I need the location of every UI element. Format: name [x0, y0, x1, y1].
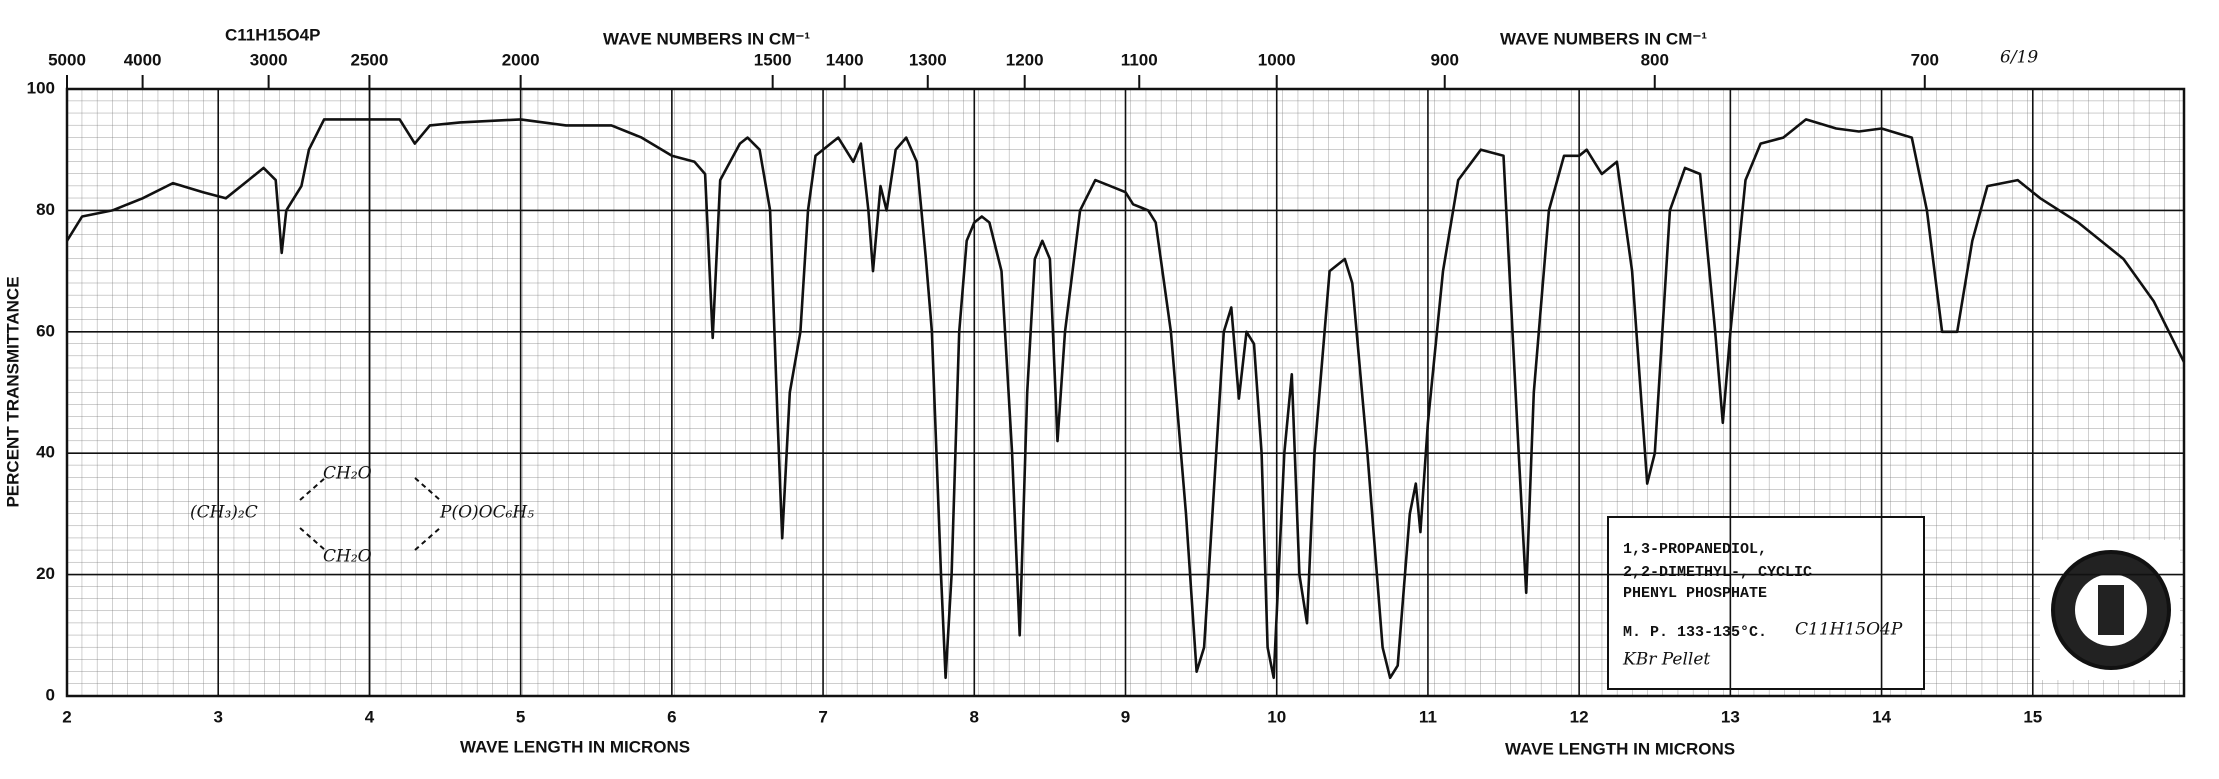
- top-tick-label: 4000: [124, 50, 162, 69]
- top-tick-label: 1200: [1006, 50, 1044, 69]
- top-tick-label: 2000: [502, 50, 540, 69]
- spectrum-line: [65, 118, 2186, 680]
- top-tick-label: 1500: [754, 50, 792, 69]
- x-tick-label: 15: [2023, 707, 2042, 726]
- structure: (CH₃)₂C CH₂O CH₂O P(O)OC₆H₅: [190, 464, 534, 567]
- top-tick-label: 2500: [351, 50, 389, 69]
- y-tick-label: 60: [36, 321, 55, 340]
- y-tick-label: 20: [36, 564, 55, 583]
- x-tick-label: 8: [970, 707, 979, 726]
- x-tick-label: 12: [1570, 707, 1589, 726]
- y-tick-label: 100: [27, 78, 55, 97]
- top-tick-label: 1100: [1121, 50, 1158, 69]
- x-axis-title: WAVE LENGTH IN MICRONS: [460, 737, 690, 756]
- logo-mark: [2098, 585, 2124, 635]
- sample: KBr Pellet: [1622, 650, 1710, 670]
- structure-text: P(O)OC₆H₅: [439, 503, 534, 523]
- structure-text: CH₂O: [323, 547, 372, 567]
- x-axis-title: WAVE LENGTH IN MICRONS: [1505, 739, 1735, 758]
- top-tick-label: 1000: [1258, 50, 1296, 69]
- x-tick-label: 3: [213, 707, 222, 726]
- plot-frame: [65, 87, 2186, 698]
- x-tick-label: 4: [365, 707, 375, 726]
- compound-name: PHENYL PHOSPHATE: [1623, 585, 1767, 602]
- structure-text: CH₂O: [323, 464, 372, 484]
- structure-text: (CH₃)₂C: [190, 503, 258, 523]
- formula-top: C11H15O4P: [225, 25, 320, 44]
- top-tick-label: 1300: [909, 50, 947, 69]
- x-tick-label: 7: [818, 707, 827, 726]
- x-tick-label: 11: [1419, 707, 1437, 726]
- x-tick-label: 10: [1267, 707, 1286, 726]
- formula-handwritten: C11H15O4P: [1795, 620, 1903, 640]
- top-axis-title: WAVE NUMBERS IN CM⁻¹: [1500, 29, 1707, 48]
- y-tick-label: 80: [36, 200, 55, 219]
- compound-name: 1,3-PROPANEDIOL,: [1623, 541, 1767, 558]
- x-tick-label: 13: [1721, 707, 1740, 726]
- top-tick-label: 5000: [48, 50, 86, 69]
- label-box: [1607, 516, 1925, 690]
- top-axis-title: WAVE NUMBERS IN CM⁻¹: [603, 29, 810, 48]
- top-tick-label: 800: [1641, 50, 1669, 69]
- melting-point: M. P. 133-135°C.: [1623, 624, 1767, 641]
- x-tick-label: 9: [1121, 707, 1130, 726]
- x-tick-label: 14: [1872, 707, 1891, 726]
- x-tick-label: 6: [667, 707, 676, 726]
- top-tick-label: 900: [1431, 50, 1459, 69]
- compound-name: 2,2-DIMETHYL-, CYCLIC: [1623, 564, 1812, 581]
- y-tick-label: 40: [36, 443, 55, 462]
- top-tick-label: 700: [1911, 50, 1939, 69]
- y-tick-label: 0: [46, 685, 55, 704]
- spectrum-number: 6/19: [2000, 48, 2038, 68]
- x-tick-label: 2: [62, 707, 71, 726]
- top-tick-label: 3000: [250, 50, 288, 69]
- x-tick-label: 5: [516, 707, 525, 726]
- y-axis-title: PERCENT TRANSMITTANCE: [3, 276, 22, 507]
- top-tick-label: 1400: [826, 50, 864, 69]
